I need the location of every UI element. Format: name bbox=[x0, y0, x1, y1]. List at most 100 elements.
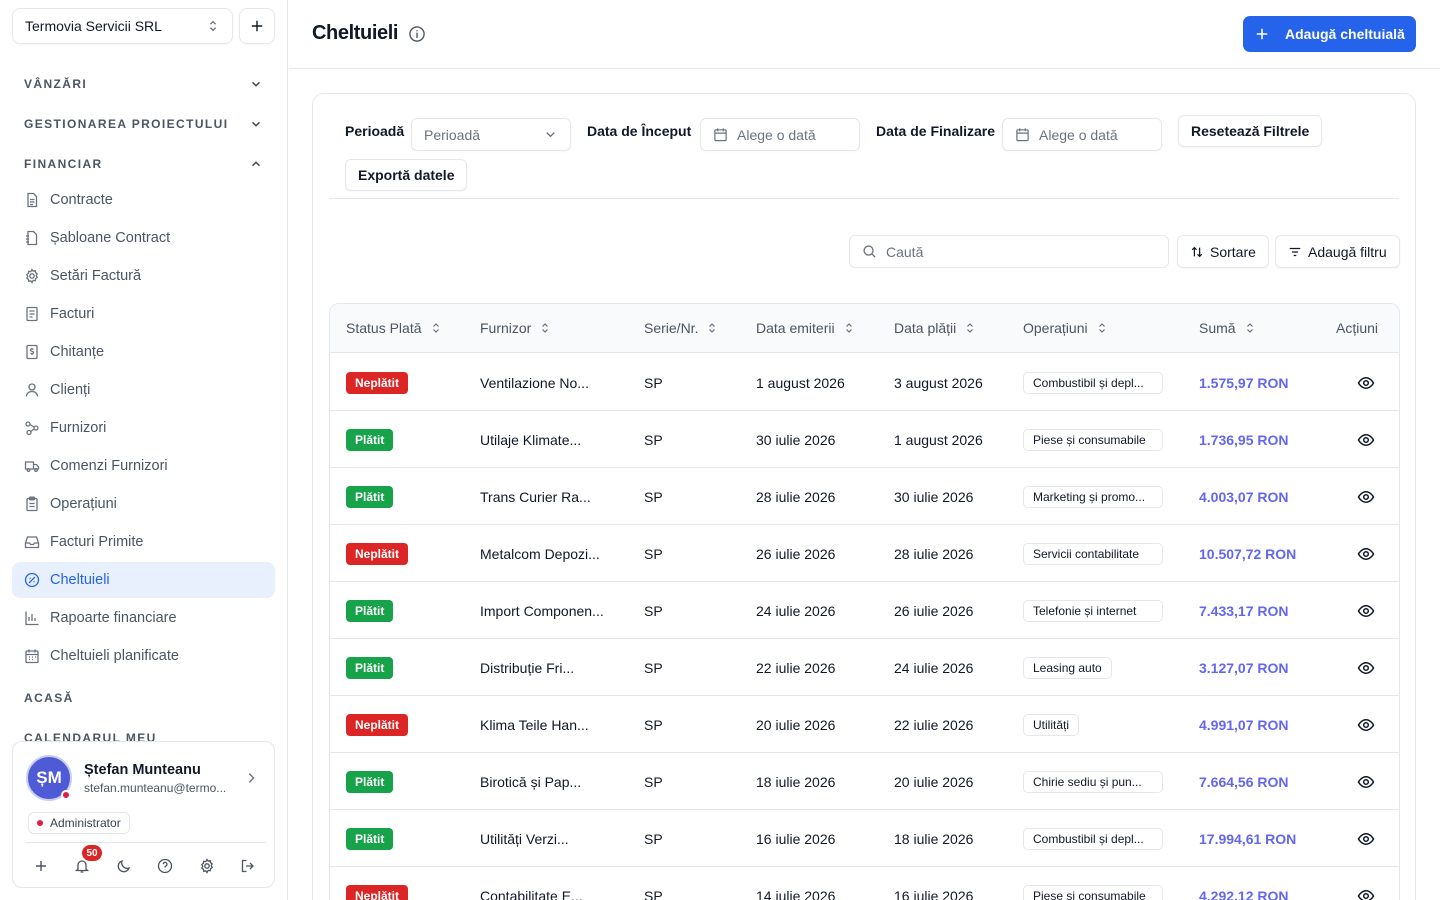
issue-date-cell: 24 iulie 2026 bbox=[756, 602, 836, 619]
column-series[interactable]: Serie/Nr. bbox=[644, 320, 718, 336]
info-icon[interactable] bbox=[408, 25, 426, 43]
chevron-right-icon[interactable] bbox=[244, 771, 258, 785]
reset-filters-button[interactable]: Resetează Filtrele bbox=[1178, 115, 1323, 147]
amount-cell: 4.292,12 RON bbox=[1199, 887, 1289, 900]
table-row[interactable]: Plătit Utilități Verzi... SP 16 iulie 2026 1… bbox=[330, 810, 1399, 867]
issue-date-cell: 14 iulie 2026 bbox=[756, 887, 836, 900]
column-amount[interactable]: Sumă bbox=[1199, 320, 1256, 336]
sidebar-item-cheltuieli-planificate[interactable]: Cheltuieli planificate bbox=[12, 638, 275, 674]
add-company-button[interactable] bbox=[239, 8, 275, 44]
issue-date-cell: 22 iulie 2026 bbox=[756, 659, 836, 676]
view-button[interactable] bbox=[1357, 468, 1375, 525]
supplier-cell: Trans Curier Ra... bbox=[480, 488, 591, 505]
table-row[interactable]: Plătit Trans Curier Ra... SP 28 iulie 2026 3… bbox=[330, 468, 1399, 525]
view-button[interactable] bbox=[1357, 810, 1375, 867]
view-button[interactable] bbox=[1357, 867, 1375, 900]
column-payment-date[interactable]: Data plății bbox=[894, 320, 976, 336]
table-row[interactable]: Neplătit Contabilitate E... SP 14 iulie 202… bbox=[330, 867, 1399, 900]
amount-cell: 4.991,07 RON bbox=[1199, 716, 1289, 733]
sort-button[interactable]: Sortare bbox=[1177, 235, 1269, 268]
table-row[interactable]: Plătit Birotică și Pap... SP 18 iulie 2026 2… bbox=[330, 753, 1399, 810]
section-finance[interactable]: FINANCIAR bbox=[24, 156, 263, 172]
sidebar-item-cheltuieli[interactable]: Cheltuieli bbox=[12, 562, 275, 598]
payment-date-cell: 30 iulie 2026 bbox=[894, 488, 974, 505]
payment-date-cell: 1 august 2026 bbox=[894, 431, 983, 448]
filters-divider bbox=[329, 198, 1399, 199]
view-button[interactable] bbox=[1357, 753, 1375, 810]
add-expense-button[interactable]: Adaugă cheltuială bbox=[1243, 16, 1416, 52]
table-row[interactable]: Plătit Distribuție Fri... SP 22 iulie 2026 2… bbox=[330, 639, 1399, 696]
sidebar-item-label: Clienți bbox=[50, 382, 91, 398]
company-selector[interactable]: Termovia Servicii SRL bbox=[12, 8, 233, 44]
view-button[interactable] bbox=[1357, 582, 1375, 639]
start-date-picker[interactable]: Alege o dată bbox=[700, 118, 860, 151]
sidebar-item-setari-factura[interactable]: Setări Factură bbox=[12, 258, 275, 294]
table-row[interactable]: Neplătit Klima Teile Han... SP 20 iulie 202… bbox=[330, 696, 1399, 753]
bar-chart-icon bbox=[25, 611, 39, 626]
series-cell: SP bbox=[644, 431, 663, 448]
settings-button[interactable] bbox=[193, 852, 221, 880]
add-filter-button[interactable]: Adaugă filtru bbox=[1275, 235, 1400, 268]
column-supplier[interactable]: Furnizor bbox=[480, 320, 551, 336]
amount-cell: 17.994,61 RON bbox=[1199, 830, 1297, 847]
sidebar-item-label: Operațiuni bbox=[50, 496, 117, 512]
table-row[interactable]: Plătit Utilaje Klimate... SP 30 iulie 2026 1… bbox=[330, 411, 1399, 468]
section-project[interactable]: GESTIONAREA PROIECTULUI bbox=[24, 116, 263, 132]
sidebar-item-facturi[interactable]: Facturi bbox=[12, 296, 275, 332]
notifications-button[interactable] bbox=[68, 852, 96, 880]
sidebar-item-facturi-primite[interactable]: Facturi Primite bbox=[12, 524, 275, 560]
operation-cell: Piese și consumabile bbox=[1023, 867, 1163, 900]
add-filter-label: Adaugă filtru bbox=[1308, 243, 1387, 260]
table-row[interactable]: Plătit Import Componen... SP 24 iulie 2026 2… bbox=[330, 582, 1399, 639]
end-date-picker[interactable]: Alege o dată bbox=[1002, 118, 1162, 151]
sidebar-item-comenzi-furnizori[interactable]: Comenzi Furnizori bbox=[12, 448, 275, 484]
status-cell: Plătit bbox=[346, 582, 394, 639]
sidebar-item-label: Furnizori bbox=[50, 420, 107, 436]
help-button[interactable] bbox=[151, 852, 179, 880]
search-input[interactable]: Caută bbox=[849, 235, 1169, 268]
theme-toggle-button[interactable] bbox=[110, 852, 138, 880]
sort-chevrons-icon bbox=[1098, 323, 1105, 333]
sidebar-item-sabloane[interactable]: Șabloane Contract bbox=[12, 220, 275, 256]
section-home[interactable]: ACASĂ bbox=[24, 690, 263, 706]
period-select[interactable]: Perioadă bbox=[411, 118, 571, 151]
sidebar: Termovia Servicii SRL VÂNZĂRI GESTIONARE… bbox=[0, 0, 288, 900]
section-sales[interactable]: VÂNZĂRI bbox=[24, 76, 263, 92]
view-button[interactable] bbox=[1357, 525, 1375, 582]
logout-button[interactable] bbox=[234, 852, 262, 880]
eye-icon bbox=[1357, 490, 1375, 503]
payment-date-cell: 24 iulie 2026 bbox=[894, 659, 974, 676]
sidebar-item-label: Facturi bbox=[50, 306, 95, 322]
view-button[interactable] bbox=[1357, 354, 1375, 411]
search-icon bbox=[863, 245, 876, 258]
export-data-button[interactable]: Exportă datele bbox=[345, 159, 468, 191]
view-button[interactable] bbox=[1357, 411, 1375, 468]
start-date-label: Data de Început bbox=[587, 123, 692, 139]
section-project-label: GESTIONAREA PROIECTULUI bbox=[24, 117, 229, 131]
sidebar-item-contracte[interactable]: Contracte bbox=[12, 182, 275, 218]
payment-date-cell: 16 iulie 2026 bbox=[894, 887, 974, 900]
column-operations[interactable]: Operațiuni bbox=[1023, 320, 1108, 336]
company-name: Termovia Servicii SRL bbox=[25, 18, 162, 34]
operation-cell: Leasing auto bbox=[1023, 639, 1112, 696]
sidebar-item-furnizori[interactable]: Furnizori bbox=[12, 410, 275, 446]
eye-icon bbox=[1357, 547, 1375, 560]
column-label: Data plății bbox=[894, 320, 957, 336]
table-row[interactable]: Neplătit Metalcom Depozi... SP 26 iulie 202… bbox=[330, 525, 1399, 582]
column-issue-date[interactable]: Data emiterii bbox=[756, 320, 855, 336]
template-icon bbox=[26, 230, 38, 246]
view-button[interactable] bbox=[1357, 639, 1375, 696]
status-badge: Plătit bbox=[346, 827, 394, 850]
sidebar-item-operatiuni[interactable]: Operațiuni bbox=[12, 486, 275, 522]
supplier-cell: Distribuție Fri... bbox=[480, 659, 575, 676]
eye-icon bbox=[1357, 661, 1375, 674]
sidebar-item-clienti[interactable]: Clienți bbox=[12, 372, 275, 408]
column-status[interactable]: Status Plată bbox=[346, 320, 442, 336]
table-row[interactable]: Neplătit Ventilazione No... SP 1 august 202… bbox=[330, 354, 1399, 411]
sidebar-item-chitante[interactable]: Chitanțe bbox=[12, 334, 275, 370]
plus-icon bbox=[36, 861, 46, 871]
view-button[interactable] bbox=[1357, 696, 1375, 753]
sidebar-item-rapoarte[interactable]: Rapoarte financiare bbox=[12, 600, 275, 636]
sidebar-item-label: Rapoarte financiare bbox=[50, 610, 177, 626]
add-button[interactable] bbox=[27, 852, 55, 880]
